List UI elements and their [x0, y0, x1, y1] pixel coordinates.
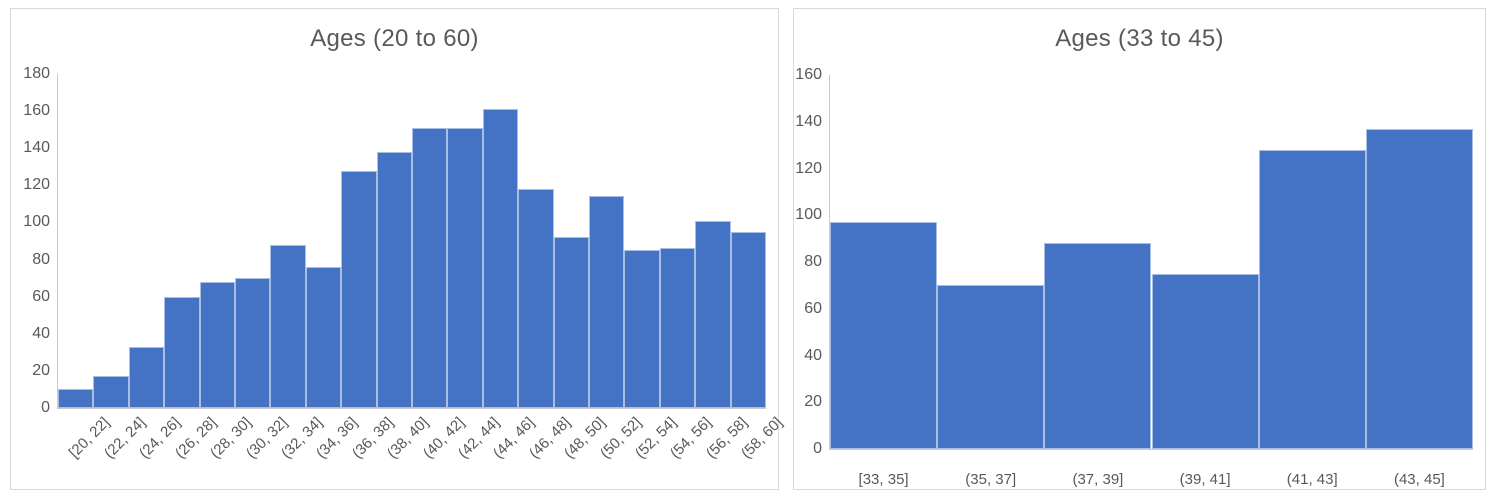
histogram-bar[interactable] — [624, 250, 660, 408]
y-axis-tick-label: 160 — [795, 66, 822, 83]
histogram-bar[interactable] — [235, 278, 271, 408]
y-axis-line — [829, 75, 830, 450]
histogram-bar[interactable] — [412, 127, 448, 408]
y-axis-tick-label: 140 — [795, 112, 822, 130]
histogram-bar[interactable] — [695, 220, 731, 408]
x-axis-tick-label: (39, 41] — [1179, 471, 1231, 488]
x-axis-tick-label: [33, 35] — [858, 471, 909, 488]
y-axis-tick-label: 60 — [32, 287, 50, 305]
y-axis-tick-label: 40 — [804, 346, 822, 364]
plot-area — [830, 75, 1473, 449]
chart-title: Ages (33 to 45) — [1055, 25, 1224, 52]
x-axis-tick-label: (43, 45] — [1393, 471, 1445, 488]
histogram-bar[interactable] — [270, 244, 306, 408]
y-axis-tick-label: 180 — [23, 65, 50, 82]
x-axis-tick-label: (37, 39] — [1072, 471, 1124, 488]
x-axis-tick-label: (35, 37] — [965, 471, 1017, 488]
plot-area — [58, 74, 766, 408]
y-axis-tick-label: 60 — [804, 299, 822, 317]
y-axis-tick-label: 120 — [795, 159, 822, 177]
histogram-bar[interactable] — [128, 346, 165, 408]
histogram-bar[interactable] — [305, 266, 342, 408]
histogram-bar[interactable] — [730, 231, 766, 408]
y-axis-tick-label: 20 — [804, 393, 822, 411]
y-axis-line — [57, 74, 58, 409]
y-axis-tick-label: 0 — [41, 399, 50, 416]
histogram-bar[interactable] — [376, 151, 412, 408]
histogram-bar[interactable] — [589, 196, 625, 408]
histogram-bar[interactable] — [518, 189, 554, 408]
y-axis-tick-label: 160 — [23, 102, 50, 120]
histogram-bar[interactable] — [1365, 128, 1473, 449]
x-axis-line — [829, 449, 1473, 450]
histogram-bar[interactable] — [341, 170, 377, 408]
histogram-bar[interactable] — [482, 109, 519, 408]
y-axis-tick-label: 100 — [23, 213, 50, 231]
x-axis-tick-label: (41, 43] — [1286, 471, 1338, 488]
histogram-bar[interactable] — [199, 281, 235, 408]
y-axis-tick-label: 20 — [32, 361, 50, 379]
chart-title: Ages (20 to 60) — [310, 25, 479, 52]
histogram-bar[interactable] — [1044, 243, 1152, 449]
histogram-bar[interactable] — [659, 248, 696, 408]
histogram-bar[interactable] — [93, 376, 129, 408]
y-axis-tick-label: 100 — [795, 206, 822, 224]
y-axis-tick-label: 80 — [804, 253, 822, 270]
histogram-bar[interactable] — [164, 296, 200, 408]
y-axis-tick-label: 0 — [813, 440, 822, 457]
y-axis-tick-label: 40 — [32, 324, 50, 342]
histogram-bar[interactable] — [937, 285, 1045, 449]
y-axis-tick-label: 80 — [32, 250, 50, 268]
chart-panel-ages-33-45[interactable]: Ages (33 to 45) 0 20 40 60 80 100 120 140 160 [33… — [793, 8, 1486, 490]
y-axis-tick-label: 120 — [23, 176, 50, 194]
histogram-bar[interactable] — [553, 237, 589, 408]
x-axis-line — [57, 408, 766, 409]
chart-panel-ages-20-60[interactable]: Ages (20 to 60) 0 20 40 60 80 100 120 140 160 180… — [10, 8, 786, 490]
histogram-bar[interactable] — [830, 222, 938, 449]
histogram-bar[interactable] — [1151, 273, 1259, 449]
histogram-bar[interactable] — [58, 389, 94, 408]
histogram-bar[interactable] — [447, 127, 483, 408]
histogram-bar[interactable] — [1258, 149, 1366, 449]
y-axis-tick-label: 140 — [23, 139, 50, 157]
